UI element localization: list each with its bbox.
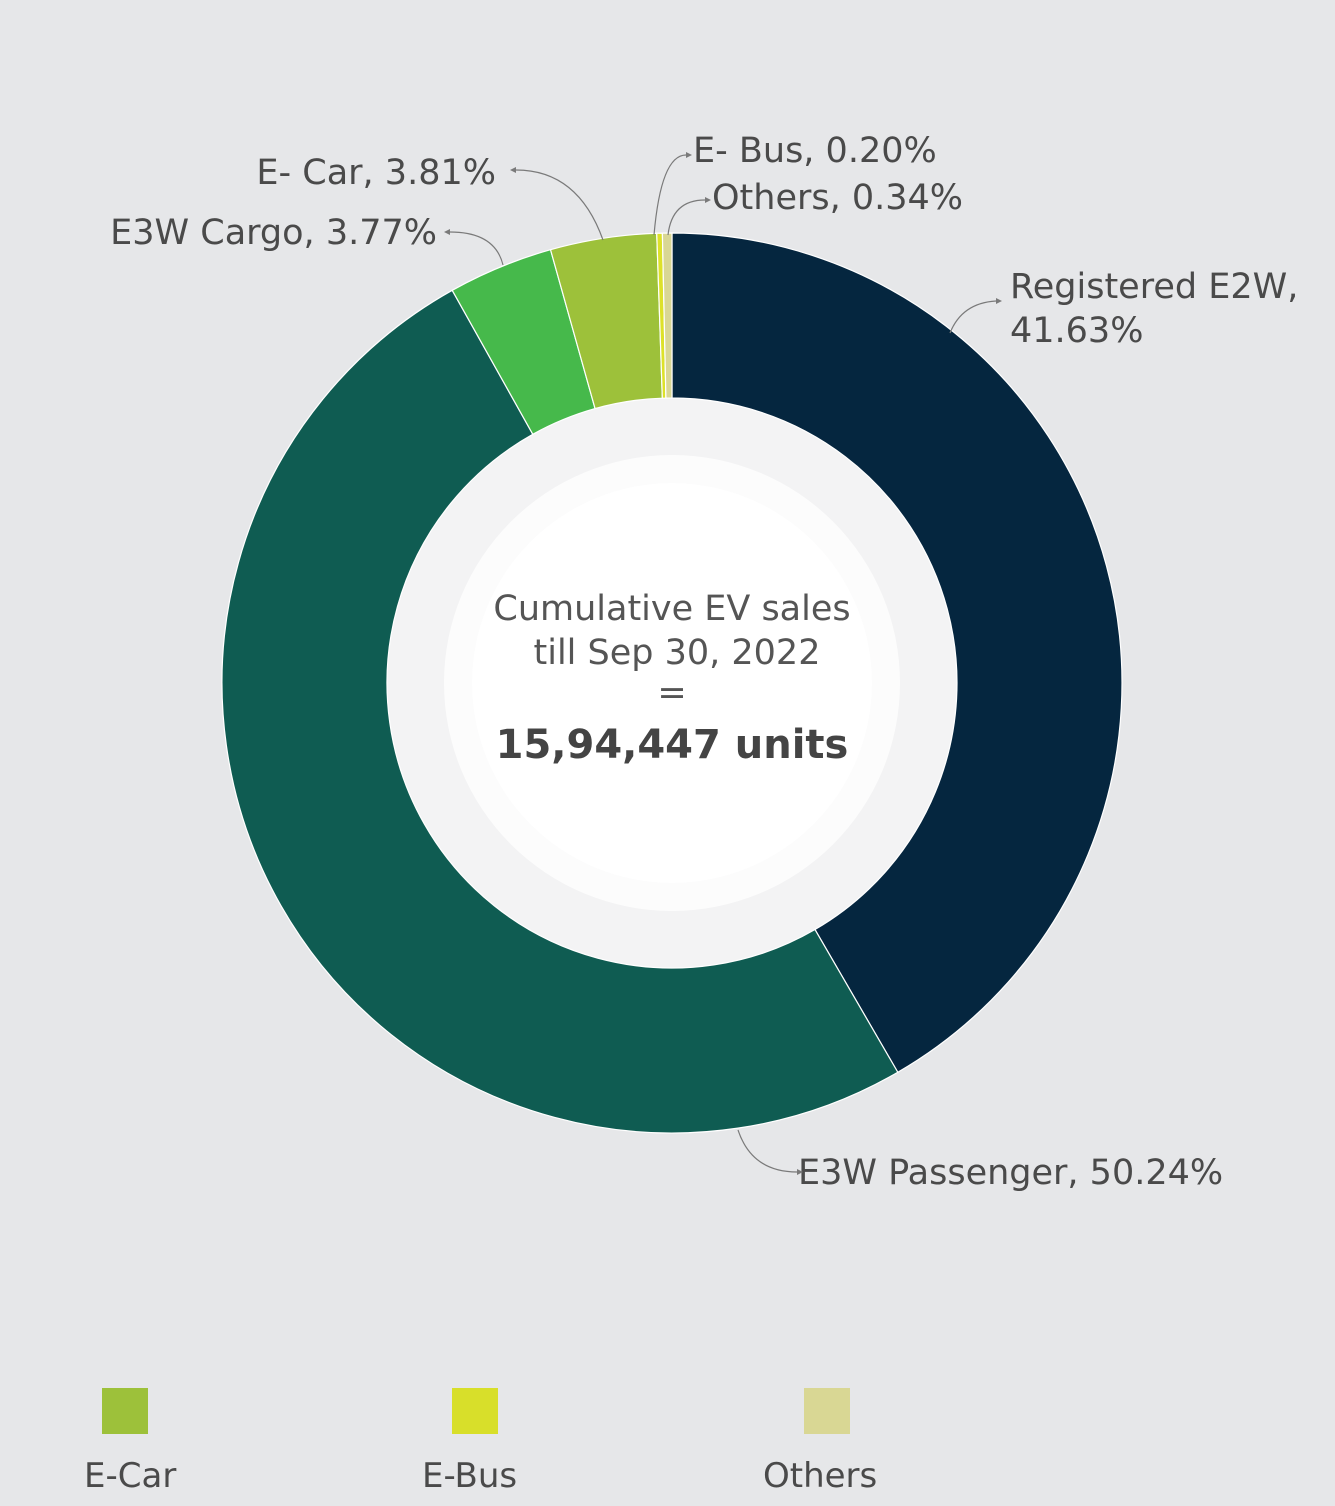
label-registered-e2w-value: 41.63% — [1010, 311, 1143, 351]
inner-ring — [387, 398, 957, 968]
slice-registered-e2w — [671, 232, 1123, 1074]
leader-others — [667, 199, 706, 236]
leader-e3w-cargo — [449, 231, 504, 266]
legend-label-e-car: E-Car — [84, 1456, 177, 1496]
label-e-bus: E- Bus, 0.20% — [693, 131, 937, 171]
leader-registered-e2w — [949, 300, 997, 334]
donut-slices — [221, 232, 1123, 1134]
label-registered-e2w: Registered E2W, — [1010, 267, 1298, 307]
center-line-2: till Sep 30, 2022 — [534, 633, 821, 673]
arrowhead-others — [705, 197, 711, 203]
leader-lines — [449, 154, 997, 1173]
center-equals: = — [657, 673, 686, 713]
legend-swatch-e-bus — [452, 1388, 498, 1434]
leader-e3w-passenger — [737, 1129, 798, 1173]
label-e-car: E- Car, 3.81% — [256, 153, 496, 193]
legend-label-e-bus: E-Bus — [422, 1456, 518, 1496]
arrowhead-e3w-passenger — [797, 1169, 803, 1175]
label-others: Others, 0.34% — [712, 178, 963, 218]
leader-e-car — [515, 169, 604, 241]
leader-e-bus — [653, 154, 687, 236]
center-circle — [472, 483, 872, 883]
inner-translucent-band — [387, 398, 957, 968]
arrowhead-e3w-cargo — [444, 229, 450, 235]
label-e3w-passenger: E3W Passenger, 50.24% — [798, 1153, 1223, 1193]
center-total: 15,94,447 units — [496, 722, 849, 768]
arrowhead-registered-e2w — [996, 298, 1002, 304]
legend-swatch-others — [804, 1388, 850, 1434]
legend-label-others: Others — [763, 1456, 878, 1496]
arrowhead-e-car — [510, 167, 516, 173]
label-e3w-cargo: E3W Cargo, 3.77% — [110, 213, 437, 253]
legend-swatch-e-car — [102, 1388, 148, 1434]
center-line-1: Cumulative EV sales — [493, 589, 850, 629]
arrowhead-e-bus — [686, 152, 692, 158]
